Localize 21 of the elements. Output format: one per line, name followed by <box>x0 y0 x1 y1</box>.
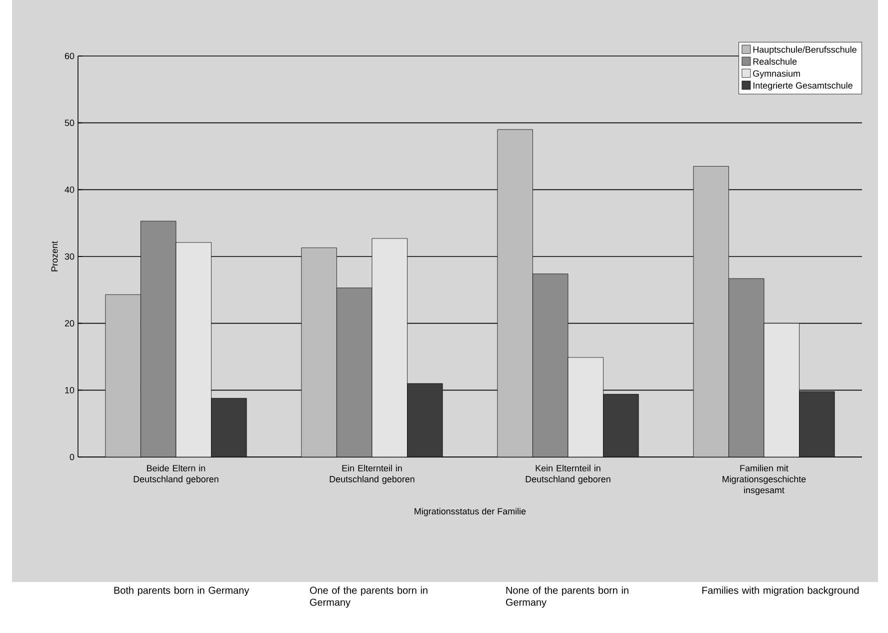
legend-label: Integrierte Gesamtschule <box>753 82 852 90</box>
text: None of the parents born in Germany <box>506 586 628 608</box>
x-tick-label: Familien mit Migrationsgeschichte insgesamt <box>722 464 806 496</box>
y-axis-title: Prozent <box>51 241 58 272</box>
x-tick-label: Ein Elternteil in Deutschland geboren <box>330 464 414 484</box>
y-tick-label: 10 <box>65 386 74 394</box>
x-tick-label: Beide Eltern in Deutschland geboren <box>134 464 218 484</box>
legend-label: Gymnasium <box>753 70 800 78</box>
y-tick-label: 60 <box>64 52 74 60</box>
y-tick-label: 40 <box>64 186 74 193</box>
y-tick-label: 20 <box>64 320 74 327</box>
y-tick-label: 30 <box>64 253 74 260</box>
x-tick-label: Kein Elternteil in Deutschland geboren <box>526 464 610 484</box>
y-tick-label: 50 <box>64 120 74 126</box>
text: One of the parents born in Germany <box>310 586 428 608</box>
y-tick-label: 0 <box>70 454 74 460</box>
text: Families with migration background <box>702 586 859 596</box>
legend-label: Hauptschule/Berufsschule <box>753 46 856 54</box>
legend-label: Realschule <box>753 58 797 65</box>
x-axis-title: Migrationsstatus der Familie <box>414 508 526 516</box>
text: Both parents born in Germany <box>114 586 250 596</box>
